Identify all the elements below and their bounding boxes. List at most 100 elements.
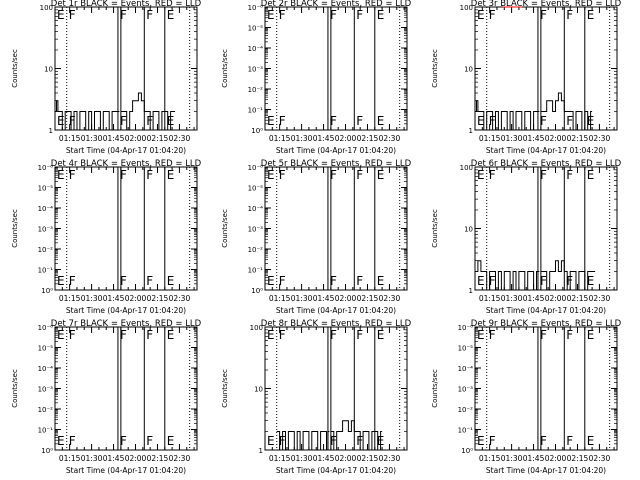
y-tick-label: 1 — [469, 287, 473, 295]
event-marker-label: E — [377, 168, 385, 182]
x-tick-label: 02:30 — [379, 134, 401, 143]
event-marker-label: F — [489, 8, 496, 22]
panel-title: Det 8r BLACK = Events, RED = LLD — [261, 319, 412, 329]
event-marker-label: E — [57, 328, 65, 342]
x-tick-label: 02:15 — [147, 454, 169, 463]
event-marker-label: E — [167, 434, 175, 448]
event-marker-label: F — [146, 328, 153, 342]
events-series-line — [475, 100, 540, 131]
event-marker-label: F — [120, 8, 127, 22]
x-tick-label: 02:00 — [545, 454, 567, 463]
x-axis-label: Start Time (04-Apr-17 01:04:20) — [276, 466, 396, 475]
y-axis-label: Counts/sec — [221, 369, 229, 408]
y-tick-label: 10⁰ — [41, 447, 53, 455]
event-marker-label: E — [477, 328, 485, 342]
plot-frame — [474, 326, 618, 451]
x-tick-label: 02:15 — [567, 454, 589, 463]
y-tick-label: 10⁻¹ — [248, 267, 264, 275]
plot-frame — [264, 6, 408, 131]
y-tick-label: 10⁻⁴ — [38, 205, 54, 213]
event-marker-label: F — [120, 274, 127, 288]
x-tick-label: 01:30 — [291, 294, 313, 303]
y-tick-label: 10⁻¹ — [248, 107, 264, 115]
event-marker-label: F — [356, 114, 363, 128]
y-tick-label: 10⁻⁵ — [38, 345, 54, 353]
x-tick-label: 01:30 — [501, 134, 523, 143]
x-tick-label: 02:00 — [335, 134, 357, 143]
event-marker-label: E — [377, 114, 385, 128]
y-tick-label: 10⁻³ — [248, 226, 264, 234]
event-marker-label: F — [69, 328, 76, 342]
x-tick-label: 01:15 — [269, 454, 291, 463]
events-series-line — [540, 92, 593, 131]
x-tick-label: 02:15 — [567, 294, 589, 303]
event-marker-label: F — [330, 168, 337, 182]
x-tick-label: 02:00 — [335, 454, 357, 463]
event-marker-label: F — [120, 434, 127, 448]
y-axis-label: Counts/sec — [431, 209, 439, 248]
event-marker-label: F — [356, 8, 363, 22]
x-tick-label: 01:30 — [291, 134, 313, 143]
event-marker-label: F — [540, 328, 547, 342]
event-marker-label: F — [146, 168, 153, 182]
event-marker-label: E — [477, 274, 485, 288]
x-tick-label: 01:45 — [523, 454, 545, 463]
x-tick-label: 01:30 — [291, 454, 313, 463]
y-tick-label: 10⁻⁵ — [458, 345, 474, 353]
detector-panel: Det 3r BLACK = Events, RED = LLD Counts/s… — [431, 0, 622, 155]
y-tick-label: 10⁻³ — [248, 66, 264, 74]
x-tick-label: 01:45 — [523, 294, 545, 303]
y-tick-label: 100 — [460, 164, 473, 172]
event-marker-label: F — [540, 8, 547, 22]
detector-panel: Det 2r BLACK = Events, RED = LLD Counts/s… — [221, 0, 412, 155]
event-marker-label: E — [377, 328, 385, 342]
y-tick-label: 10⁻⁶ — [248, 164, 264, 172]
plot-frame — [264, 326, 408, 451]
event-marker-label: F — [566, 114, 573, 128]
detector-panel: Det 1r BLACK = Events, RED = LLD Counts/s… — [11, 0, 202, 155]
event-marker-label: F — [120, 114, 127, 128]
event-marker-label: E — [587, 274, 595, 288]
event-marker-label: E — [167, 8, 175, 22]
event-marker-label: F — [356, 168, 363, 182]
panel-title: Det 3r BLACK = Events, RED = LLD — [471, 0, 622, 9]
event-marker-label: F — [146, 274, 153, 288]
y-tick-label: 10⁻⁶ — [248, 4, 264, 12]
event-marker-label: E — [267, 328, 275, 342]
event-marker-label: F — [540, 114, 547, 128]
y-axis-label: Counts/sec — [11, 49, 19, 88]
event-marker-label: F — [279, 274, 286, 288]
y-axis-label: Counts/sec — [11, 209, 19, 248]
event-marker-label: F — [69, 434, 76, 448]
event-marker-label: F — [120, 328, 127, 342]
event-marker-label: E — [377, 8, 385, 22]
events-series-line — [120, 92, 176, 131]
event-marker-label: E — [167, 274, 175, 288]
event-marker-label: F — [489, 328, 496, 342]
y-tick-label: 10⁻⁶ — [458, 324, 474, 332]
panel-title: Det 9r BLACK = Events, RED = LLD — [471, 319, 622, 329]
x-tick-label: 02:00 — [125, 454, 147, 463]
event-marker-label: E — [477, 434, 485, 448]
event-marker-label: E — [377, 274, 385, 288]
y-tick-label: 10⁻⁴ — [248, 205, 264, 213]
y-tick-label: 10⁻¹ — [38, 427, 54, 435]
y-tick-label: 100 — [460, 4, 473, 12]
event-marker-label: E — [477, 114, 485, 128]
plot-frame — [264, 166, 408, 291]
x-tick-label: 01:15 — [59, 134, 81, 143]
y-tick-label: 100 — [250, 324, 263, 332]
x-tick-label: 01:45 — [523, 134, 545, 143]
x-tick-label: 02:30 — [589, 134, 611, 143]
y-axis-label: Counts/sec — [221, 49, 229, 88]
x-tick-label: 01:45 — [313, 454, 335, 463]
event-marker-label: F — [330, 8, 337, 22]
x-tick-label: 02:15 — [147, 134, 169, 143]
panel-title: Det 4r BLACK = Events, RED = LLD — [51, 159, 202, 169]
event-marker-label: F — [566, 8, 573, 22]
y-tick-label: 10⁻³ — [38, 226, 54, 234]
event-marker-label: F — [566, 328, 573, 342]
x-axis-label: Start Time (04-Apr-17 01:04:20) — [486, 146, 606, 155]
event-marker-label: E — [587, 328, 595, 342]
x-axis-label: Start Time (04-Apr-17 01:04:20) — [486, 306, 606, 315]
